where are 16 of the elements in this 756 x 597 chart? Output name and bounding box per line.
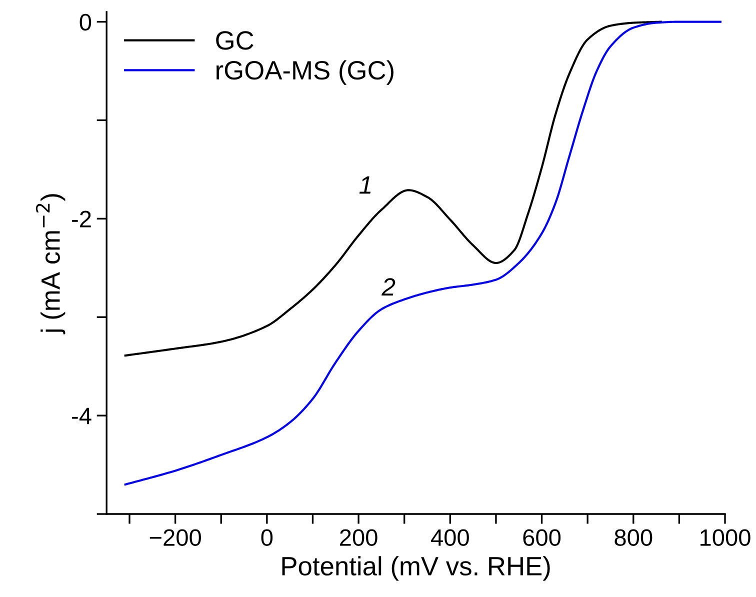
y-tick-label: -2 [72,210,91,228]
y-tick-label: -4 [72,408,92,424]
x-tick-label: 1000 [700,529,750,546]
legend-label: rGOA-MS (GC) [216,60,394,85]
y-axis-title: j (mA cm$^{−2}$) [36,194,66,334]
annotation: 2 [381,278,396,296]
y-tick-label: 0 [80,14,92,31]
x-tick-label: 400 [431,529,469,546]
x-tick-label: 0 [261,529,273,546]
annotation: 1 [359,176,371,194]
legend-label: GC [216,31,254,50]
x-tick-label: 800 [614,529,652,546]
x-tick-label: −200 [150,529,201,546]
x-tick-label: 200 [340,529,378,546]
x-tick-label: 600 [523,529,561,546]
x-axis-title: Potential (mV vs. RHE) [282,556,550,581]
